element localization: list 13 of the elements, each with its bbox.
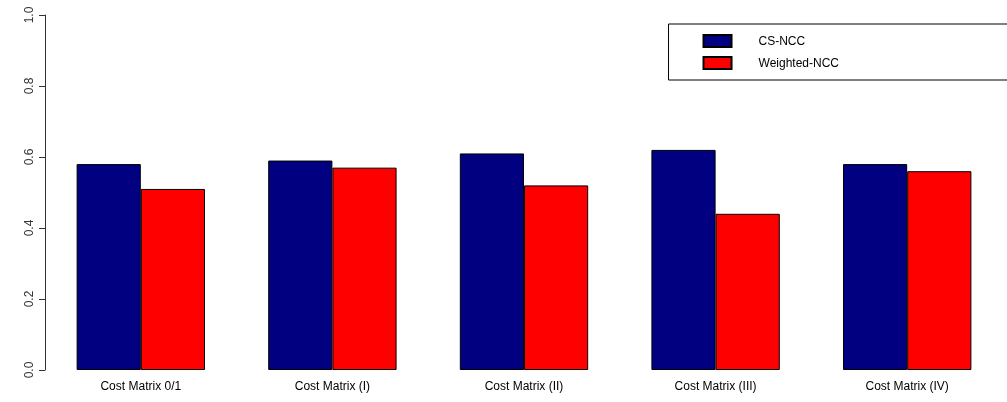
x-tick-label: Cost Matrix (II) [484, 379, 564, 393]
y-tick-label: 0.2 [22, 290, 36, 308]
y-tick-label: 0.6 [22, 148, 36, 166]
y-tick-label: 1.0 [22, 6, 36, 24]
y-tick-label: 0.4 [22, 219, 36, 237]
y-tick-label: 0.0 [22, 361, 36, 379]
x-tick-label: Cost Matrix (I) [294, 379, 371, 393]
x-tick-label: Cost Matrix 0/1 [100, 379, 182, 393]
x-tick-label: Cost Matrix (III) [674, 379, 757, 393]
legend-label: CS-NCC [758, 34, 806, 48]
legend-label: Weighted-NCC [758, 56, 840, 70]
x-tick-label: Cost Matrix (IV) [865, 379, 949, 393]
y-tick-label: 0.8 [22, 77, 36, 95]
